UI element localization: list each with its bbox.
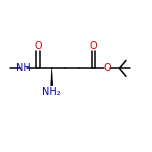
Text: O: O [90,41,97,51]
Text: NH₂: NH₂ [42,87,61,97]
Text: O: O [34,41,42,51]
Polygon shape [50,68,53,86]
Text: NH: NH [16,63,31,73]
Text: O: O [103,63,111,73]
